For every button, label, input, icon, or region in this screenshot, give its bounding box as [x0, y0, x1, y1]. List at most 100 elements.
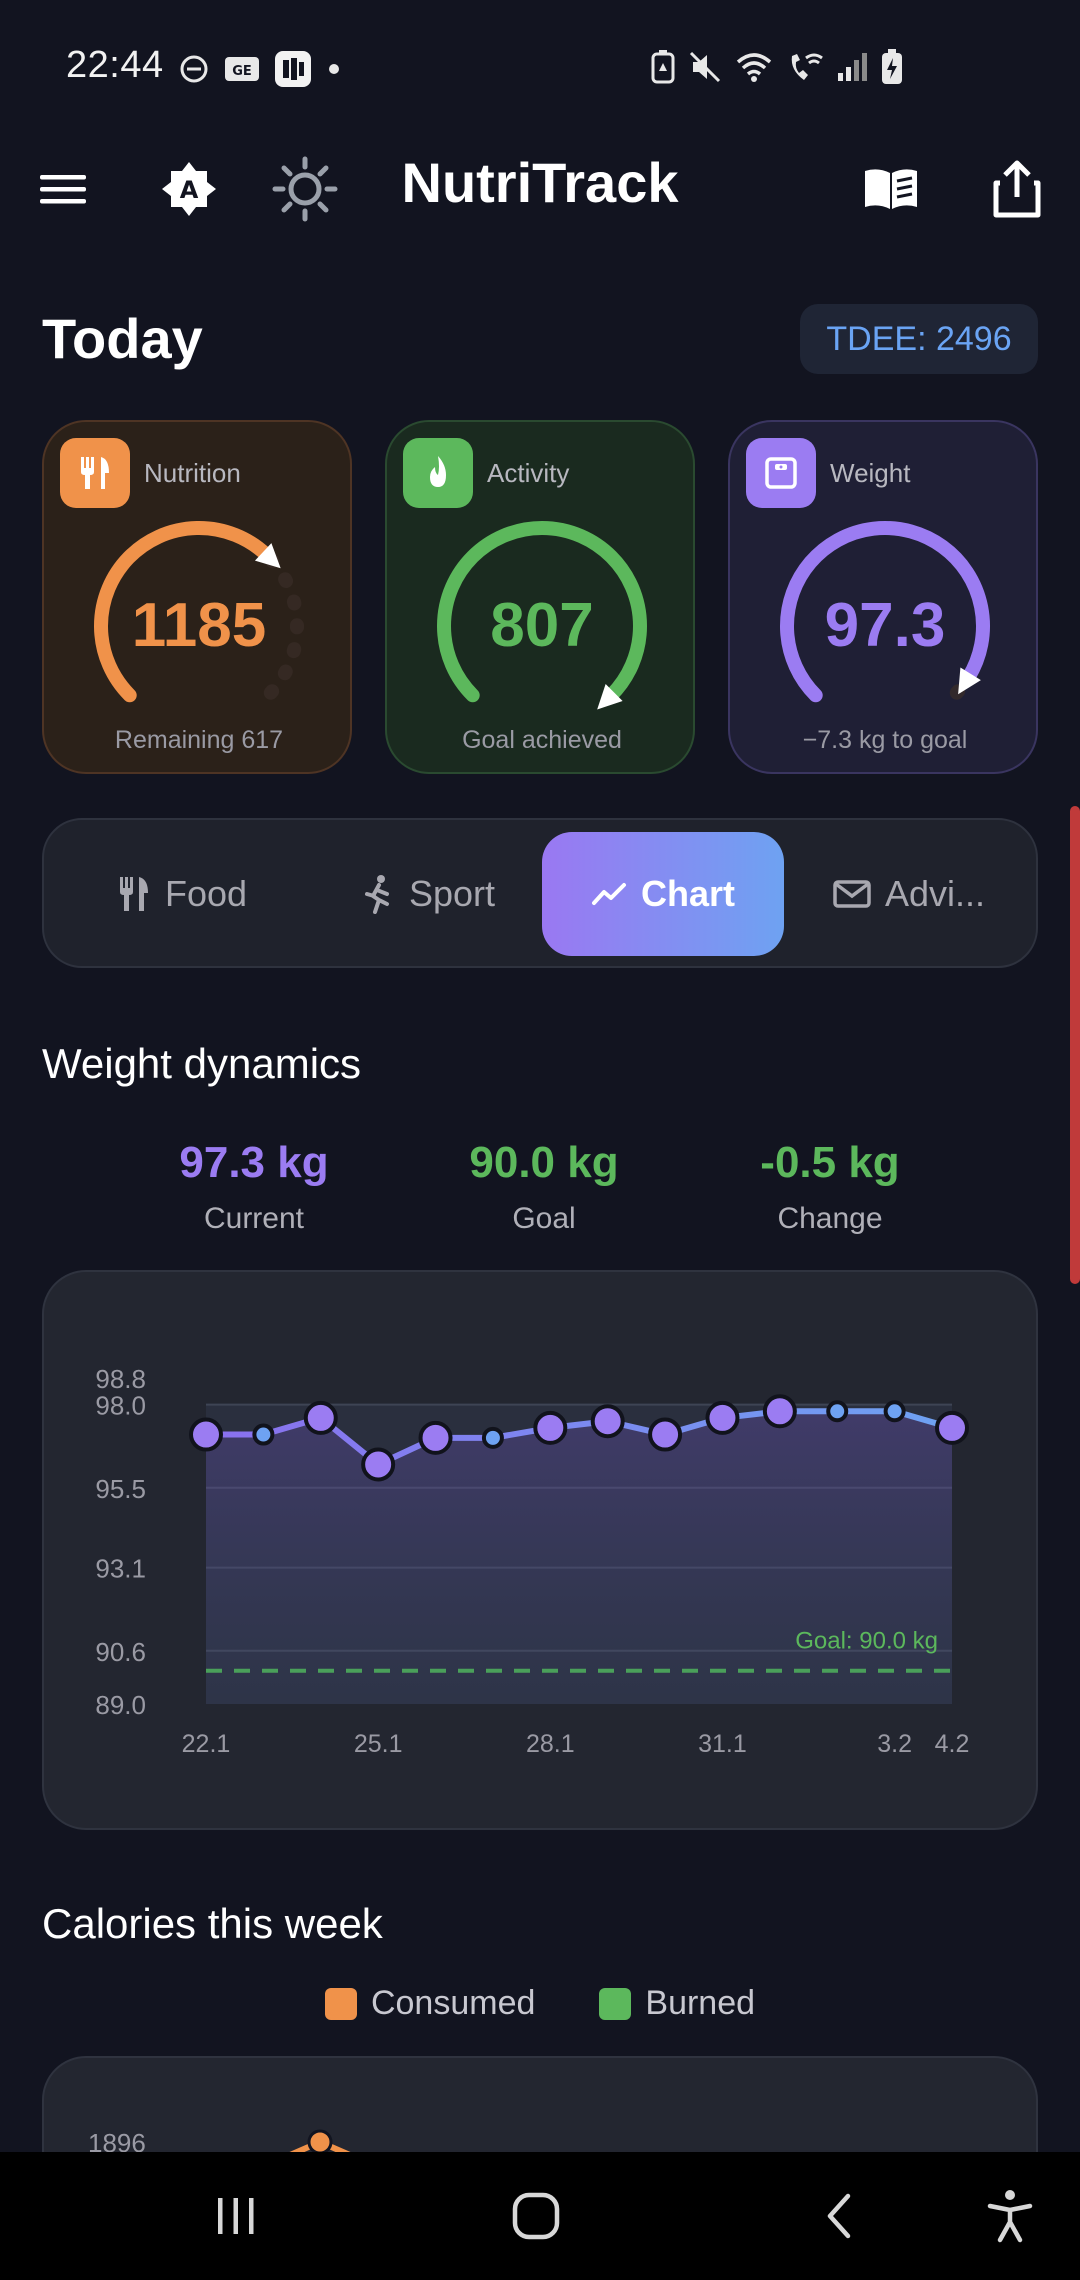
edge-panel-handle[interactable]	[1070, 806, 1080, 1284]
y-tick-label: 90.6	[95, 1637, 146, 1667]
book-icon	[865, 169, 917, 209]
activity-label: Activity	[487, 458, 570, 488]
menu-button[interactable]	[28, 154, 98, 224]
nutrition-gauge-arc	[94, 521, 274, 703]
tab-chart[interactable]: Chart	[542, 832, 784, 956]
hamburger-icon	[40, 175, 86, 204]
recents-button[interactable]	[196, 2180, 276, 2252]
weight-point[interactable]	[590, 1404, 625, 1439]
page-title: Today	[42, 307, 203, 370]
fork-knife-icon	[119, 877, 148, 911]
status-time: 22:44	[66, 44, 164, 86]
recents-icon	[218, 2198, 254, 2234]
weight-point[interactable]	[883, 1400, 906, 1423]
scale-icon	[765, 457, 797, 489]
legend-consumed-label: Consumed	[370, 1984, 536, 2022]
stat-change-label: Change	[777, 1202, 883, 1235]
stat-current-value: 97.3 kg	[179, 1138, 329, 1187]
wifi-icon	[736, 53, 772, 82]
accessibility-button[interactable]	[970, 2180, 1050, 2252]
back-button[interactable]	[800, 2180, 880, 2252]
legend-consumed-swatch	[324, 1987, 357, 2020]
nutrition-gauge	[94, 521, 304, 703]
weight-point[interactable]	[705, 1400, 740, 1435]
home-button[interactable]	[496, 2180, 576, 2252]
do-not-disturb-icon	[180, 55, 208, 83]
y-tick-label: 93.1	[95, 1554, 146, 1584]
weight-chart[interactable]: 98.898.0 95.5 93.1 90.6 89.0 22.1 25.1 28.1 31.1…	[44, 1272, 1040, 1832]
nutrition-value: 1185	[131, 591, 267, 660]
tab-sport-label: Sport	[408, 873, 496, 914]
nutrition-subtext: Remaining 617	[114, 726, 284, 754]
auto-brightness-button[interactable]: A	[154, 154, 224, 224]
weight-point[interactable]	[762, 1394, 797, 1429]
nutrition-gauge-pointer	[254, 543, 281, 569]
x-tick-label: 28.1	[526, 1730, 575, 1758]
weight-point[interactable]	[189, 1417, 223, 1452]
weight-card[interactable]: Weight 97.3 −7.3 kg to goal	[728, 420, 1038, 774]
weight-chart-card: 98.8 98.0 95.5 93.1 90.6 89.0 22.1 25.1 28.1 31.1…	[42, 1270, 1038, 1830]
svg-text:GE: GE	[232, 64, 252, 79]
weight-point[interactable]	[481, 1426, 504, 1449]
auto-brightness-icon: A	[162, 162, 216, 216]
tab-advice-label: Advi...	[884, 873, 986, 914]
activity-subtext: Goal achieved	[462, 726, 622, 754]
activity-gauge-pointer	[597, 683, 623, 710]
weight-area	[206, 1411, 952, 1704]
activity-badge	[403, 438, 473, 508]
weight-point[interactable]	[935, 1410, 969, 1445]
y-tick-label: 95.5	[95, 1474, 146, 1504]
weight-point[interactable]	[533, 1410, 568, 1445]
weight-point[interactable]	[252, 1423, 275, 1446]
weight-point[interactable]	[648, 1417, 683, 1452]
weight-gauge-arc	[780, 521, 990, 703]
weight-gauge	[780, 521, 990, 703]
battery-charging-icon	[882, 49, 902, 84]
dot-icon	[329, 64, 339, 74]
home-icon	[512, 2192, 560, 2240]
legend-burned-label: Burned	[645, 1984, 756, 2022]
guide-button[interactable]	[856, 154, 926, 224]
stat-goal-value: 90.0 kg	[469, 1138, 619, 1187]
legend-burned[interactable]: Burned	[599, 1984, 755, 2023]
tab-food[interactable]: Food	[68, 832, 296, 956]
tab-chart-label: Chart	[640, 873, 735, 914]
x-tick-label: 25.1	[354, 1730, 403, 1758]
weight-gauge-pointer	[958, 667, 981, 695]
svg-text:A: A	[180, 176, 199, 204]
system-nav-bar	[0, 2152, 1080, 2280]
weight-point[interactable]	[418, 1420, 453, 1455]
x-tick-label: 4.2	[935, 1730, 970, 1758]
weight-point[interactable]	[826, 1400, 849, 1423]
tab-sport[interactable]: Sport	[312, 832, 544, 956]
status-left-icons: GE	[178, 50, 342, 88]
fork-knife-icon	[81, 457, 109, 489]
share-button[interactable]	[982, 154, 1052, 224]
activity-card[interactable]: Activity 807 Goal achieved	[385, 420, 695, 774]
ge-app-icon: GE	[225, 57, 259, 81]
weight-point[interactable]	[361, 1447, 396, 1482]
stat-current: 97.3 kg Current	[104, 1138, 404, 1236]
theme-toggle-button[interactable]	[270, 154, 340, 224]
calories-legend: Consumed Burned	[0, 1984, 1080, 2023]
sun-icon	[272, 156, 338, 222]
activity-value: 807	[490, 591, 594, 660]
x-tick-label: 31.1	[698, 1730, 747, 1758]
status-right-icons	[650, 48, 904, 86]
battery-saver-icon	[651, 50, 675, 84]
x-tick-label: 22.1	[182, 1730, 231, 1758]
news-app-icon	[275, 51, 311, 87]
nutrition-card[interactable]: Nutrition 1185 Remaining 617	[42, 420, 352, 774]
tab-advice[interactable]: Advi...	[796, 832, 1022, 956]
app-bar: A NutriTrack	[0, 132, 1080, 242]
stat-change: -0.5 kg Change	[680, 1138, 980, 1236]
stat-goal-label: Goal	[512, 1202, 576, 1235]
legend-burned-swatch	[599, 1987, 632, 2020]
flame-icon	[430, 456, 446, 487]
calories-section-title: Calories this week	[42, 1900, 383, 1947]
wifi-call-icon	[791, 53, 823, 80]
legend-consumed[interactable]: Consumed	[324, 1984, 536, 2023]
x-tick-label: 3.2	[877, 1730, 912, 1758]
nutrition-badge	[60, 438, 130, 508]
weight-point[interactable]	[303, 1400, 338, 1435]
